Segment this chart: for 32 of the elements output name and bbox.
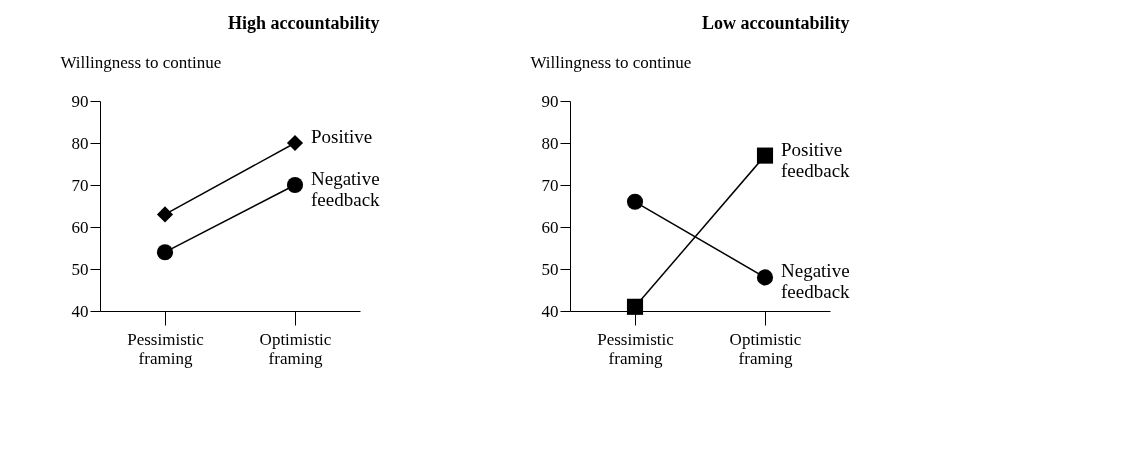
point bbox=[156, 244, 174, 261]
x-tick-label: Optimistic framing bbox=[259, 329, 332, 368]
y-tick-label: 60 bbox=[71, 217, 89, 237]
point bbox=[756, 269, 774, 286]
chart-title: High accountability bbox=[228, 13, 380, 33]
y-tick-label: 40 bbox=[71, 301, 89, 321]
x-tick-label: Optimistic framing bbox=[729, 329, 802, 368]
y-tick-label: 60 bbox=[541, 217, 559, 237]
y-tick-label: 90 bbox=[71, 91, 89, 111]
y-tick-label: 80 bbox=[71, 133, 89, 153]
x-tick-label: Pessimistic framing bbox=[597, 329, 675, 368]
series-label: Negative feedback bbox=[311, 168, 381, 210]
series-label: Positive bbox=[311, 126, 373, 147]
y-tick-label: 50 bbox=[71, 259, 89, 279]
series-label: Positive feedback bbox=[781, 138, 851, 181]
y-tick-label: 50 bbox=[541, 259, 559, 279]
y-tick-label: 40 bbox=[541, 301, 559, 321]
point bbox=[286, 134, 304, 152]
chart-title: Low accountability bbox=[702, 13, 850, 33]
point bbox=[626, 298, 644, 315]
series-label: Negative feedback bbox=[781, 260, 851, 303]
point bbox=[756, 147, 774, 164]
y-axis-title: Willingness to continue bbox=[60, 52, 222, 72]
point bbox=[626, 193, 644, 210]
point bbox=[156, 206, 174, 223]
y-axis-title: Willingness to continue bbox=[530, 52, 692, 72]
y-tick-label: 80 bbox=[541, 133, 559, 153]
y-tick-label: 70 bbox=[541, 175, 559, 195]
point bbox=[286, 176, 304, 194]
x-tick-label: Pessimistic framing bbox=[127, 329, 205, 368]
y-tick-label: 90 bbox=[541, 91, 559, 111]
y-tick-label: 70 bbox=[71, 175, 89, 195]
